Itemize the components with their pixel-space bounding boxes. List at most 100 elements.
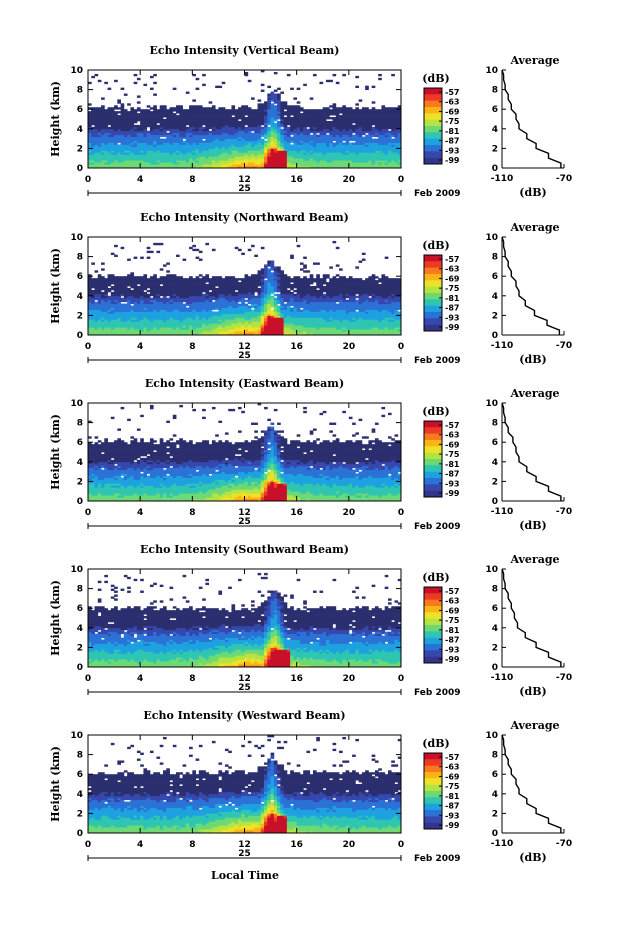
heatmap-cell: [381, 156, 386, 159]
heatmap-cell: [169, 164, 174, 167]
heatmap-cell: [169, 325, 174, 328]
heatmap-cell: [117, 128, 121, 132]
heatmap-cell: [146, 313, 151, 316]
heatmap-cell: [365, 154, 369, 157]
heatmap-cell: [228, 132, 232, 136]
heatmap-cell: [231, 276, 236, 279]
heatmap-cell: [322, 136, 327, 139]
heatmap-cell: [172, 323, 177, 326]
heatmap-cell: [270, 111, 275, 114]
heatmap-cell: [117, 309, 121, 312]
heatmap-cell: [149, 136, 154, 139]
heatmap-cell: [88, 333, 92, 336]
heatmap-cell: [273, 160, 278, 163]
heatmap-cell: [153, 109, 157, 112]
heatmap-cell: [264, 134, 268, 138]
heatmap-cell: [91, 134, 95, 138]
heatmap-cell: [329, 154, 333, 157]
heatmap-cell: [283, 134, 288, 138]
heatmap-cell: [133, 299, 138, 303]
heatmap-cell: [211, 122, 216, 126]
heatmap-cell: [254, 109, 258, 112]
heatmap-cell: [322, 122, 327, 126]
heatmap-cell: [312, 166, 317, 169]
heatmap-cell: [185, 148, 190, 151]
heatmap-cell: [192, 138, 196, 141]
heatmap-cell: [319, 156, 324, 159]
heatmap-cell: [195, 146, 200, 149]
heatmap-cell: [130, 144, 135, 147]
heatmap-cell: [153, 278, 157, 281]
heatmap-cell: [114, 305, 118, 308]
heatmap-cell: [270, 117, 275, 120]
heatmap-cell: [218, 148, 223, 151]
heatmap-cell: [101, 309, 105, 312]
heatmap-cell: [91, 138, 95, 141]
heatmap-cell: [365, 107, 369, 110]
heatmap-cell: [244, 107, 249, 110]
heatmap-cell: [211, 248, 216, 252]
heatmap-cell: [283, 120, 288, 124]
heatmap-cell: [345, 162, 350, 165]
heatmap-cell: [358, 140, 363, 143]
heatmap-cell: [136, 162, 141, 165]
heatmap-cell: [221, 81, 226, 85]
heatmap-cell: [120, 289, 125, 293]
heatmap-cell: [234, 130, 239, 134]
heatmap-cell: [254, 144, 258, 147]
heatmap-cell: [159, 333, 164, 336]
heatmap-cell: [88, 282, 92, 285]
heatmap-cell: [185, 278, 190, 281]
heatmap-cell: [143, 111, 148, 114]
heatmap-cell: [176, 107, 180, 110]
heatmap-cell: [185, 284, 190, 287]
heatmap-cell: [355, 130, 360, 134]
heatmap-cell: [397, 160, 402, 163]
heatmap-cell: [309, 130, 314, 134]
heatmap-cell: [159, 122, 164, 126]
heatmap-cell: [104, 158, 108, 161]
heatmap-cell: [358, 124, 363, 128]
heatmap-cell: [215, 160, 219, 163]
heatmap-cell: [270, 97, 275, 100]
heatmap-cell: [371, 113, 376, 116]
heatmap-cell: [169, 130, 174, 134]
heatmap-cell: [231, 156, 236, 159]
heatmap-cell: [166, 164, 170, 167]
heatmap-cell: [88, 295, 92, 299]
heatmap-cell: [234, 156, 239, 159]
heatmap-cell: [195, 128, 200, 132]
heatmap-cell: [215, 156, 219, 159]
heatmap-cell: [114, 317, 118, 320]
heatmap-cell: [143, 164, 148, 167]
heatmap-cell: [309, 162, 314, 165]
heatmap-cell: [241, 111, 245, 114]
heatmap-cell: [218, 132, 223, 136]
heatmap-cell: [303, 119, 307, 122]
heatmap-cell: [159, 303, 164, 306]
heatmap-cell: [348, 152, 353, 155]
heatmap-cell: [182, 287, 187, 291]
colorbar-swatch: [424, 151, 442, 158]
heatmap-cell: [179, 303, 183, 306]
heatmap-cell: [270, 156, 275, 159]
heatmap-cell: [120, 126, 125, 130]
heatmap-cell: [309, 158, 314, 161]
heatmap-cell: [358, 130, 363, 134]
x-axis-label: Local Time: [211, 869, 279, 882]
heatmap-cell: [358, 158, 363, 161]
heatmap-cell: [293, 119, 298, 122]
heatmap-cell: [198, 111, 203, 114]
heatmap-cell: [208, 124, 213, 128]
heatmap-cell: [211, 148, 216, 151]
heatmap-cell: [143, 331, 148, 334]
heatmap-cell: [146, 319, 151, 322]
y-axis-label: Height (km): [49, 81, 62, 157]
heatmap-cell: [94, 327, 99, 330]
heatmap-cell: [123, 323, 128, 326]
heatmap-cell: [127, 333, 131, 336]
heatmap-cell: [149, 321, 154, 324]
heatmap-cell: [97, 284, 102, 287]
heatmap-cell: [381, 128, 386, 132]
heatmap-cell: [237, 248, 242, 252]
